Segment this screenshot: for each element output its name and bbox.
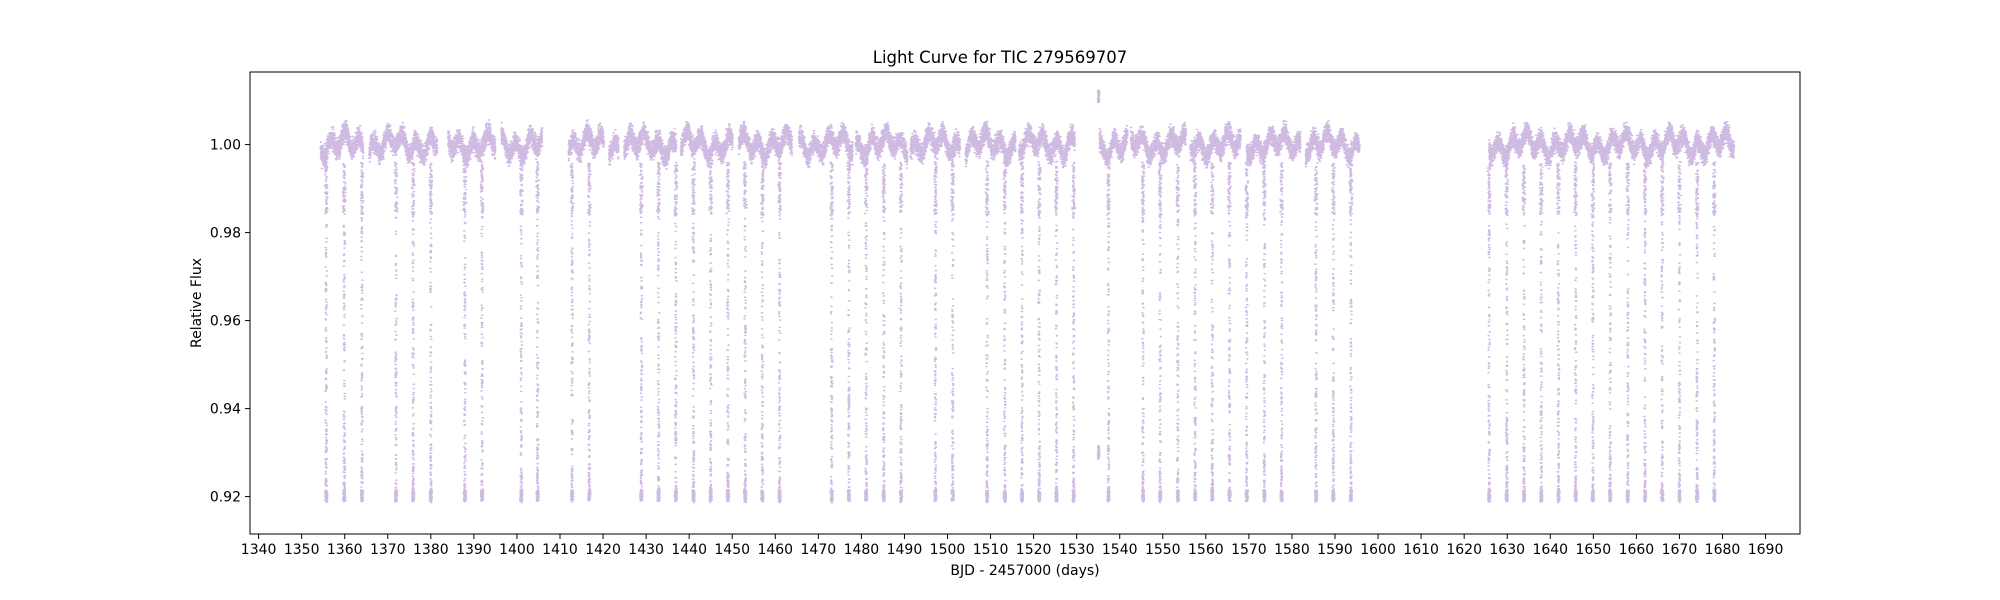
x-tick-label: 1620 — [1446, 542, 1482, 558]
x-tick-label: 1360 — [327, 542, 363, 558]
y-tick-label: 1.00 — [210, 138, 241, 154]
x-tick-label: 1490 — [887, 542, 923, 558]
x-tick-label: 1590 — [1317, 542, 1353, 558]
x-tick-label: 1520 — [1016, 542, 1052, 558]
x-tick-label: 1410 — [542, 542, 578, 558]
x-tick-label: 1530 — [1059, 542, 1095, 558]
data-points — [319, 89, 1736, 504]
plot-frame — [249, 71, 1801, 535]
x-axis: 1340 1350 1360 1370 1380 1390 1400 1410 1420 1430… — [241, 534, 1784, 558]
x-tick-label: 1480 — [844, 542, 880, 558]
y-tick-label: 0.94 — [210, 402, 241, 418]
x-tick-label: 1690 — [1748, 542, 1784, 558]
y-tick-label: 0.96 — [210, 314, 241, 330]
x-tick-label: 1390 — [456, 542, 492, 558]
x-tick-label: 1610 — [1403, 542, 1439, 558]
x-tick-label: 1650 — [1576, 542, 1612, 558]
x-tick-label: 1510 — [973, 542, 1009, 558]
x-tick-label: 1670 — [1662, 542, 1698, 558]
x-tick-label: 1500 — [930, 542, 966, 558]
x-tick-label: 1550 — [1145, 542, 1181, 558]
x-tick-label: 1370 — [370, 542, 406, 558]
x-tick-label: 1420 — [585, 542, 621, 558]
x-tick-label: 1400 — [499, 542, 535, 558]
y-tick-label: 0.98 — [210, 226, 241, 242]
x-tick-label: 1680 — [1705, 542, 1741, 558]
x-tick-label: 1340 — [241, 542, 277, 558]
y-axis: 0.92 0.94 0.96 0.98 1.00 — [210, 138, 250, 506]
x-tick-label: 1450 — [714, 542, 750, 558]
x-tick-label: 1460 — [757, 542, 793, 558]
chart-title: Light Curve for TIC 279569707 — [873, 48, 1127, 67]
x-tick-label: 1350 — [284, 542, 320, 558]
x-tick-label: 1380 — [413, 542, 449, 558]
x-tick-label: 1570 — [1231, 542, 1267, 558]
x-tick-label: 1600 — [1360, 542, 1396, 558]
x-tick-label: 1470 — [801, 542, 837, 558]
y-axis-label: Relative Flux — [189, 258, 205, 348]
flux-scatter-points — [319, 89, 1736, 504]
x-tick-label: 1660 — [1619, 542, 1655, 558]
x-tick-label: 1540 — [1102, 542, 1138, 558]
x-axis-label: BJD - 2457000 (days) — [950, 563, 1099, 579]
x-tick-label: 1560 — [1188, 542, 1224, 558]
x-tick-label: 1430 — [628, 542, 664, 558]
x-tick-label: 1580 — [1274, 542, 1310, 558]
y-tick-label: 0.92 — [210, 490, 241, 506]
x-tick-label: 1630 — [1489, 542, 1525, 558]
x-tick-label: 1640 — [1532, 542, 1568, 558]
x-tick-label: 1440 — [671, 542, 707, 558]
